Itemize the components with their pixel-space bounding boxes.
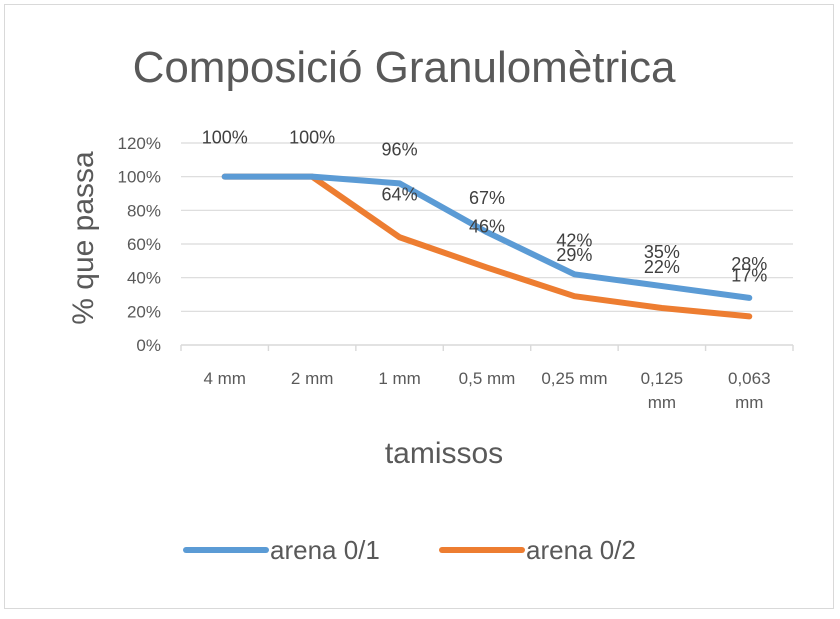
x-tick-label: 2 mm bbox=[291, 369, 334, 388]
y-tick-label: 80% bbox=[127, 201, 161, 220]
data-label: 96% bbox=[382, 139, 418, 159]
data-labels: 100% 100% 96% 67% 42% 35% 28% 64% 46% 29% 22% 17% bbox=[202, 128, 768, 286]
series-line-0 bbox=[221, 173, 753, 301]
x-tick-label: 0,25 mm bbox=[541, 369, 607, 388]
y-tick-label: 120% bbox=[118, 134, 161, 153]
data-label: 35% bbox=[644, 242, 680, 262]
x-tick-label: 1 mm bbox=[378, 369, 421, 388]
y-tick-label: 20% bbox=[127, 302, 161, 321]
data-label: 46% bbox=[469, 217, 505, 237]
y-axis-labels: 0% 20% 40% 60% 80% 100% 120% bbox=[118, 134, 161, 355]
chart-title: Composició Granulomètrica bbox=[133, 43, 676, 92]
data-label: 64% bbox=[382, 184, 418, 204]
series-lines bbox=[221, 173, 753, 320]
data-label: 100% bbox=[202, 128, 248, 148]
x-tick-label: 0,5 mm bbox=[459, 369, 516, 388]
x-tick-label: 4 mm bbox=[203, 369, 246, 388]
chart-frame bbox=[4, 4, 834, 609]
data-label: 29% bbox=[556, 245, 592, 265]
y-axis-title: % que passa bbox=[67, 151, 100, 325]
y-tick-label: 100% bbox=[118, 168, 161, 187]
data-label: 28% bbox=[731, 254, 767, 274]
data-label: 67% bbox=[469, 188, 505, 208]
x-axis: 4 mm 2 mm 1 mm 0,5 mm 0,25 mm 0,125 mm 0,063 mm bbox=[180, 344, 794, 412]
x-axis-title: tamissos bbox=[385, 437, 503, 470]
x-tick-label: 0,063 mm bbox=[728, 369, 771, 412]
y-tick-label: 40% bbox=[127, 269, 161, 288]
legend: arena 0/1 arena 0/2 bbox=[183, 535, 636, 565]
y-tick-label: 0% bbox=[136, 336, 161, 355]
data-label: 22% bbox=[644, 257, 680, 277]
y-tick-label: 60% bbox=[127, 235, 161, 254]
data-label: 42% bbox=[556, 230, 592, 250]
legend-label: arena 0/1 bbox=[270, 535, 380, 565]
legend-label: arena 0/2 bbox=[526, 535, 636, 565]
x-tick-label: 0,125 mm bbox=[641, 369, 684, 412]
data-label: 100% bbox=[289, 128, 335, 148]
data-label: 17% bbox=[731, 265, 767, 285]
